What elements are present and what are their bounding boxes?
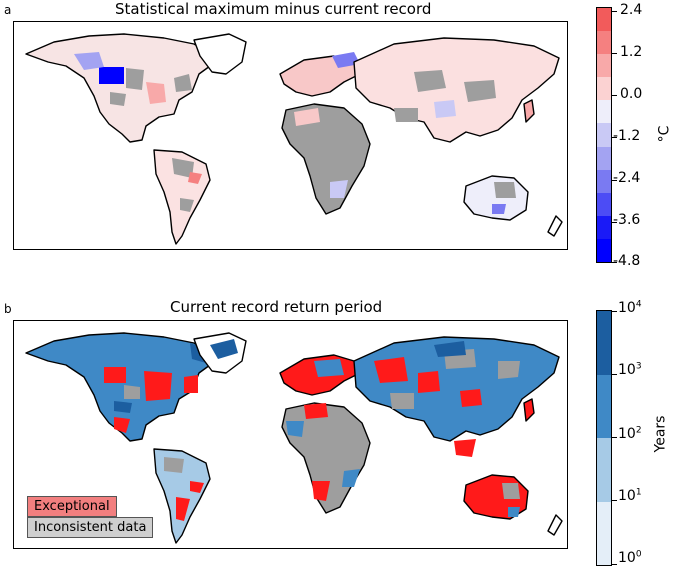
cb-b-tickmark [612, 374, 617, 375]
cb-a-seg-7 [597, 169, 611, 193]
cb-b-seg-1 [597, 374, 611, 438]
asia-a [353, 37, 560, 143]
nb-red [104, 367, 198, 433]
africa-a [281, 103, 371, 215]
cb-b-seg-0 [597, 311, 611, 375]
eb-blue [314, 359, 344, 377]
cb-b-tick-4: 100 [618, 549, 642, 566]
aus-blue [492, 204, 506, 214]
north-america-a [25, 33, 215, 143]
sb-red [176, 481, 204, 521]
cb-b-tick-3: 101 [618, 487, 642, 504]
panel-a-letter: a [4, 3, 12, 17]
cb-a-seg-3 [597, 77, 611, 101]
na-blue-light [74, 52, 104, 70]
aub-gray [502, 483, 520, 499]
afb-blue [286, 421, 360, 487]
asia-gray [394, 70, 496, 122]
cb-b-seg-3 [597, 501, 611, 565]
cb-a-seg-0 [597, 8, 611, 32]
cb-b-tickmark [612, 500, 617, 501]
map-a-svg [25, 33, 563, 245]
cb-a-tick-0: 2.4 [620, 2, 643, 18]
aus-gray [494, 182, 516, 198]
cb-a-tick-3: -1.2 [613, 128, 641, 144]
panel-a-title: Statistical maximum minus current record [115, 0, 432, 18]
cb-b-tickmark [612, 311, 617, 312]
greenland-b-dark [210, 339, 238, 359]
na-gray [110, 68, 192, 106]
cb-a-tickmark [612, 11, 617, 12]
greenland-a [193, 33, 247, 75]
cb-a-tickmark [612, 180, 617, 181]
cb-a-tickmark [612, 53, 617, 54]
europe-blue [332, 52, 360, 68]
ab-dark [434, 341, 466, 357]
south-america-b [153, 448, 211, 544]
cb-a-tick-5: -3.6 [613, 212, 641, 228]
aub-blue [508, 507, 520, 517]
cb-a-tick-1: 1.2 [620, 44, 643, 60]
africa-blue [330, 180, 348, 198]
cb-a-tick-6: -4.8 [613, 253, 641, 269]
cb-b-tick-2: 102 [618, 425, 642, 442]
japan-b [523, 398, 535, 422]
colorbar-b [596, 310, 612, 566]
cb-a-seg-1 [597, 31, 611, 55]
cb-a-seg-2 [597, 54, 611, 78]
cb-a-seg-5 [597, 123, 611, 147]
cb-a-tickmark [612, 95, 617, 96]
map-b[interactable]: Exceptional Inconsistent data [13, 320, 568, 549]
na-blue-region [99, 67, 124, 84]
cb-b-tick-1: 103 [618, 361, 642, 378]
colorbar-a [596, 7, 612, 263]
ab-gray [390, 349, 520, 409]
legend-inconsistent: Inconsistent data [27, 517, 154, 538]
cb-a-tickmark [612, 262, 617, 263]
africa-pink [294, 108, 320, 126]
ab-red [374, 357, 482, 457]
cb-a-tickmark [612, 137, 617, 138]
new-zealand-a [547, 215, 563, 237]
sa-red [188, 172, 202, 184]
sb-gray [164, 457, 184, 473]
panel-b-title: Current record return period [170, 298, 383, 316]
cb-a-label: °C [656, 125, 673, 143]
cb-b-tickmark [612, 564, 617, 565]
legend-exceptional: Exceptional [27, 496, 117, 517]
cb-b-seg-2 [597, 438, 611, 502]
na-pink [146, 82, 166, 104]
cb-a-seg-4 [597, 100, 611, 124]
cb-a-tickmark [612, 222, 617, 223]
cb-a-seg-6 [597, 146, 611, 170]
cb-a-seg-9 [597, 215, 611, 239]
cb-a-tick-2: 0.0 [620, 86, 643, 102]
cb-a-tick-4: -2.4 [613, 170, 641, 186]
asia-blue [434, 100, 456, 118]
panel-b-letter: b [4, 302, 12, 316]
map-b-svg [25, 332, 563, 544]
new-zealand-b [547, 514, 563, 536]
sa-gray [172, 158, 194, 212]
afb-red [304, 403, 330, 501]
cb-a-seg-10 [597, 238, 611, 262]
map-a[interactable] [13, 21, 568, 250]
north-america-b [25, 332, 215, 442]
cb-b-tick-0: 104 [618, 299, 642, 316]
nb-gray [124, 385, 140, 399]
cb-b-tickmark [612, 437, 617, 438]
cb-b-label: Years [652, 415, 669, 453]
japan-a [523, 99, 535, 123]
cb-a-seg-8 [597, 192, 611, 216]
